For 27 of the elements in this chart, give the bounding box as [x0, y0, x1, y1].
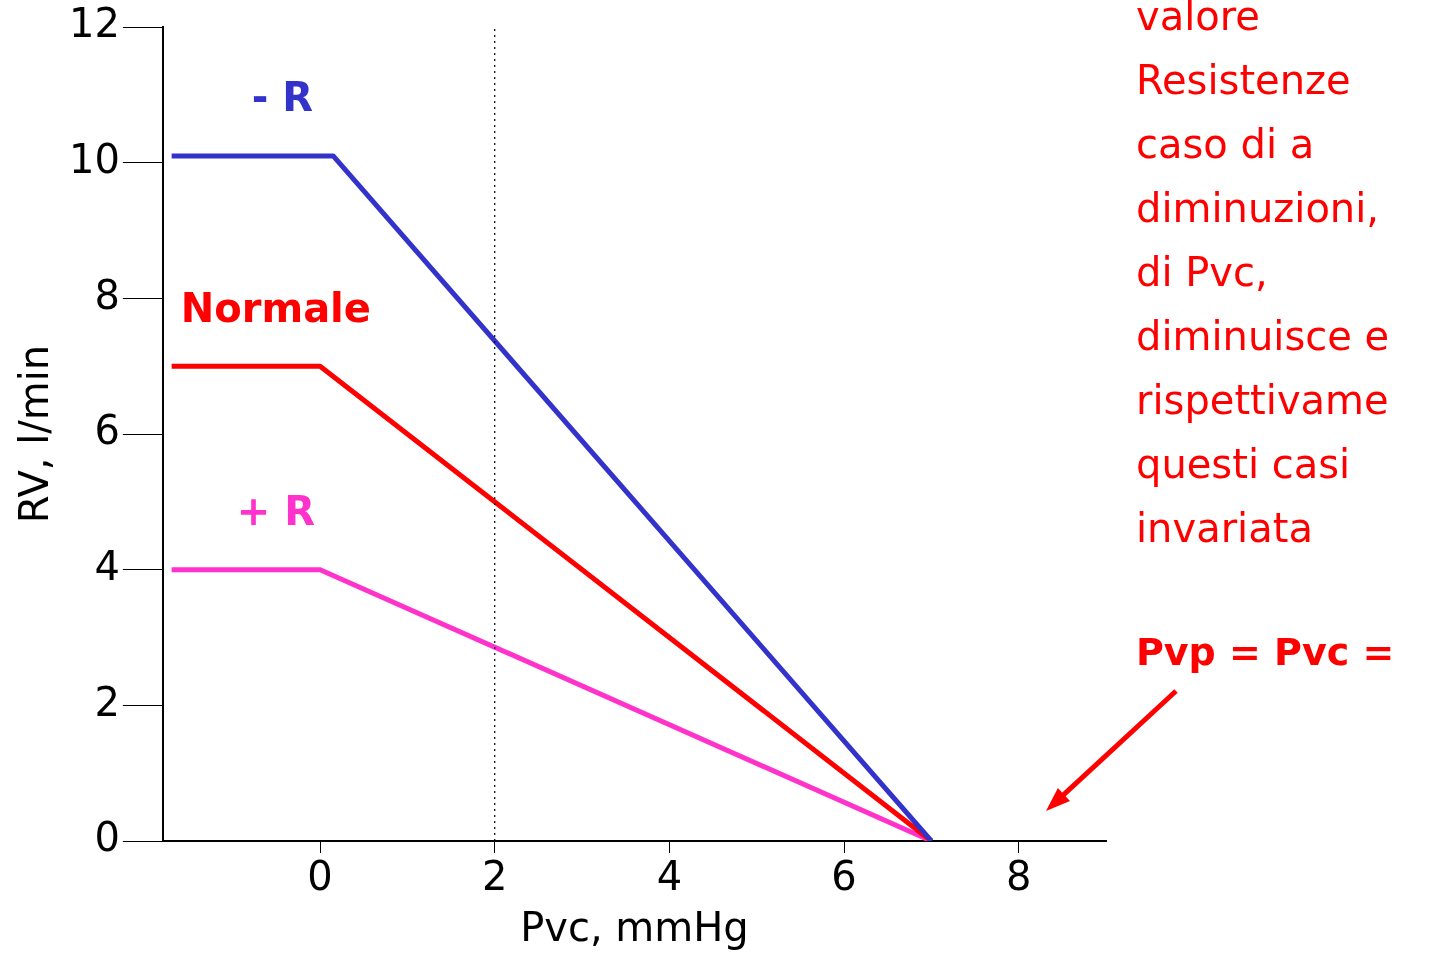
y-tick-label: 6	[94, 407, 120, 454]
text: rispettivame	[1136, 377, 1389, 424]
y-tick-label: 0	[94, 814, 120, 861]
series-label: Normale	[180, 284, 371, 331]
text: Pvp = Pvc =	[1136, 629, 1395, 674]
text: diminuzioni,	[1136, 185, 1380, 232]
text: diminuisce e	[1136, 313, 1390, 360]
y-tick-label: 12	[68, 0, 120, 47]
text: di Pvc,	[1136, 249, 1268, 296]
text: questi casi	[1136, 441, 1351, 488]
x-tick-label: 0	[307, 853, 333, 900]
x-tick-label: 8	[1005, 853, 1032, 900]
x-axis-title: Pvc, mmHg	[520, 904, 749, 951]
x-tick-label: 4	[656, 853, 683, 900]
text: caso di a	[1136, 121, 1315, 168]
x-tick-label: 6	[831, 853, 857, 900]
y-tick-label: 10	[68, 136, 120, 183]
series-label: - R	[251, 74, 314, 121]
text: valore	[1136, 0, 1260, 40]
text: invariata	[1136, 505, 1313, 552]
y-tick-label: 2	[94, 678, 120, 725]
series-label: + R	[236, 488, 315, 535]
x-tick-label: 2	[482, 853, 508, 900]
y-axis-title: RV, l/min	[11, 344, 58, 524]
text: Resistenze	[1136, 57, 1351, 104]
y-tick-label: 8	[94, 271, 120, 318]
y-tick-label: 4	[94, 543, 120, 590]
